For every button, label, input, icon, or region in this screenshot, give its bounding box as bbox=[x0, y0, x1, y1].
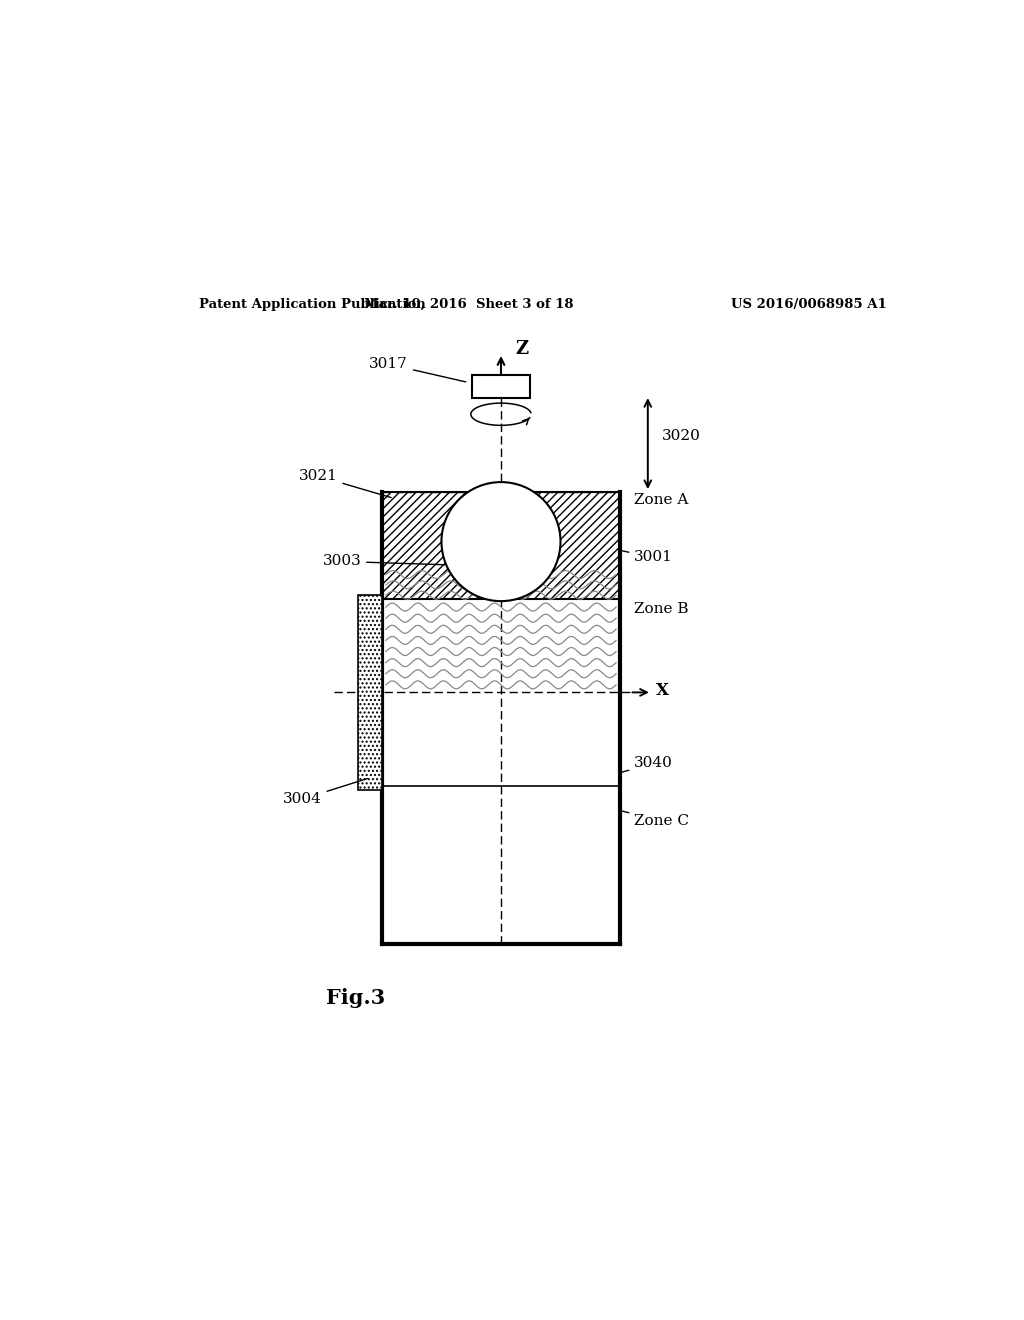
Text: 3004: 3004 bbox=[283, 779, 368, 807]
Text: 3001: 3001 bbox=[618, 550, 673, 565]
Text: 3017: 3017 bbox=[370, 358, 466, 381]
Text: Zone B: Zone B bbox=[634, 602, 689, 615]
Text: US 2016/0068985 A1: US 2016/0068985 A1 bbox=[731, 298, 887, 312]
Text: Z: Z bbox=[515, 341, 528, 358]
Text: 3021: 3021 bbox=[299, 469, 391, 498]
Bar bbox=[472, 375, 529, 397]
Text: Patent Application Publication: Patent Application Publication bbox=[200, 298, 426, 312]
Circle shape bbox=[441, 482, 560, 601]
Text: X: X bbox=[655, 682, 669, 700]
Text: 3003: 3003 bbox=[323, 554, 463, 569]
Text: Zone A: Zone A bbox=[634, 492, 689, 507]
Text: 3020: 3020 bbox=[663, 429, 701, 442]
Text: 3040: 3040 bbox=[618, 756, 673, 774]
Text: Zone C: Zone C bbox=[618, 810, 689, 829]
Bar bbox=[358, 595, 382, 789]
Bar bbox=[382, 492, 620, 599]
Text: Mar. 10, 2016  Sheet 3 of 18: Mar. 10, 2016 Sheet 3 of 18 bbox=[365, 298, 574, 312]
Text: Fig.3: Fig.3 bbox=[327, 987, 386, 1007]
